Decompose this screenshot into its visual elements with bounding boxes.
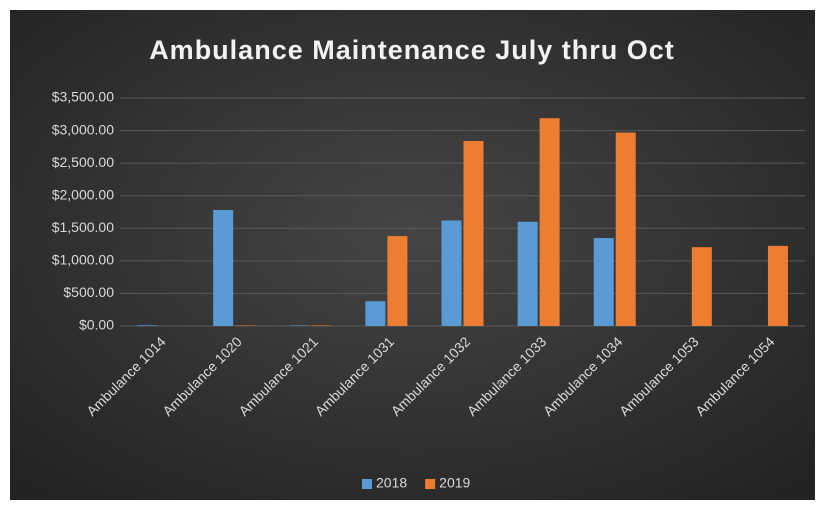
bar: [235, 325, 256, 326]
y-tick-label: $1,500.00: [52, 219, 114, 235]
bar: [311, 325, 332, 326]
bar: [615, 132, 636, 326]
legend-swatch: [362, 479, 372, 489]
bar: [691, 247, 712, 326]
bar: [387, 236, 408, 326]
legend-label: 2018: [376, 475, 407, 491]
bar: [463, 140, 484, 326]
bar: [137, 325, 158, 326]
bar: [365, 301, 386, 326]
y-tick-label: $3,000.00: [52, 121, 114, 137]
chart-background: [10, 10, 815, 500]
legend-label: 2019: [439, 475, 470, 491]
y-tick-label: $2,000.00: [52, 186, 114, 202]
chart-title: Ambulance Maintenance July thru Oct: [149, 35, 675, 65]
y-tick-label: $2,500.00: [52, 154, 114, 170]
bar: [441, 220, 462, 326]
y-tick-label: $1,000.00: [52, 252, 114, 268]
y-tick-label: $500.00: [63, 284, 114, 300]
bar: [593, 238, 614, 326]
bar: [517, 221, 538, 326]
legend-swatch: [425, 479, 436, 489]
bar: [767, 245, 788, 326]
bar: [539, 118, 560, 327]
y-tick-label: $0.00: [79, 317, 114, 333]
y-tick-label: $3,500.00: [52, 89, 114, 105]
bar: [289, 325, 310, 326]
bar: [213, 210, 234, 326]
